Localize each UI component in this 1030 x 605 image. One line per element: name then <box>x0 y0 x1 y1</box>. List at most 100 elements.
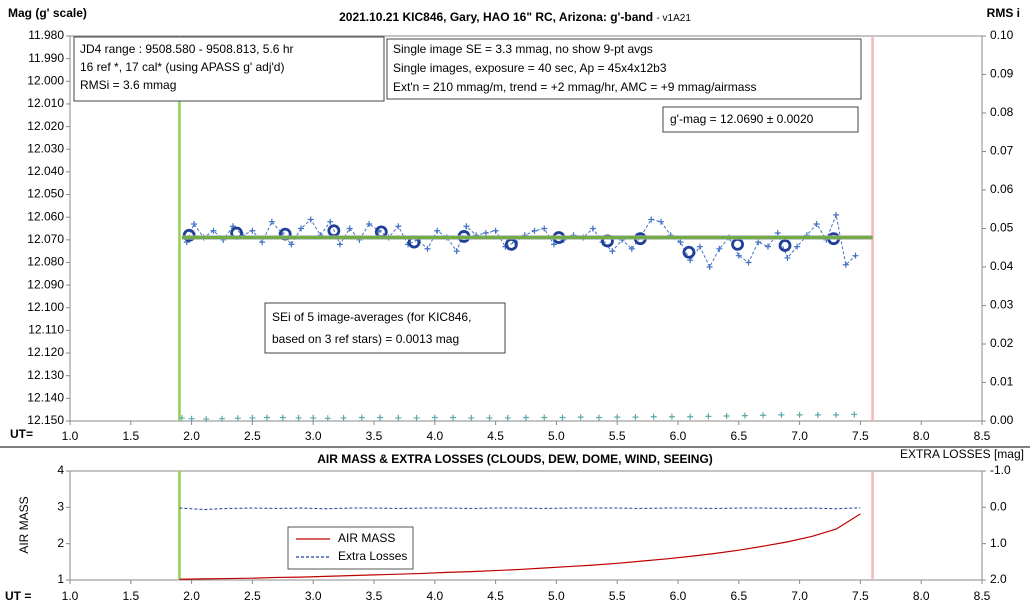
data-point <box>249 414 256 421</box>
annotation-text: 16 ref *, 17 cal* (using APASS g' adj'd) <box>80 60 284 74</box>
data-point <box>434 227 441 234</box>
x-tick-label: 2.0 <box>183 589 200 603</box>
data-point <box>614 414 621 421</box>
data-point <box>852 252 859 259</box>
y-axis-label: Mag (g' scale) <box>8 6 87 20</box>
annotation-text: Single images, exposure = 40 sec, Ap = 4… <box>393 61 667 75</box>
data-point <box>541 414 548 421</box>
y2-tick-label: 1.0 <box>990 536 1007 550</box>
x-tick-label: 6.0 <box>670 589 687 603</box>
annotation-text: based on 3 ref stars) = 0.0013 mag <box>272 332 459 346</box>
annotation-box <box>386 38 862 100</box>
data-point <box>577 414 584 421</box>
data-point <box>377 414 384 421</box>
y-tick-label: 4 <box>57 463 64 477</box>
data-point <box>346 225 353 232</box>
y-tick-label: 12.130 <box>27 368 64 382</box>
y-axis-label: AIR MASS <box>17 496 31 553</box>
data-point <box>609 248 616 255</box>
annotation-text: Ext'n = 210 mmag/m, trend = +2 mmag/hr, … <box>393 80 756 94</box>
data-point <box>366 220 373 227</box>
data-point <box>259 239 266 246</box>
data-point <box>504 414 511 421</box>
y2-tick-label: 0.09 <box>990 67 1014 81</box>
x-tick-label: 8.0 <box>913 589 930 603</box>
y2-tick-label: 0.03 <box>990 298 1014 312</box>
x-tick-label: 2.5 <box>244 429 261 443</box>
data-point <box>450 414 457 421</box>
plot-area <box>69 470 983 581</box>
data-point <box>191 220 198 227</box>
data-point <box>796 411 803 418</box>
data-point <box>395 223 402 230</box>
y-tick-label: 12.070 <box>27 232 64 246</box>
x-axis-label: UT= <box>10 427 33 441</box>
x-tick-label: 7.5 <box>852 589 869 603</box>
y-tick-label: 12.100 <box>27 300 64 314</box>
data-point <box>745 259 752 266</box>
data-point <box>268 218 275 225</box>
data-point <box>336 241 343 248</box>
data-point <box>851 411 858 418</box>
x-tick-label: 8.5 <box>974 429 991 443</box>
data-point <box>668 413 675 420</box>
x-tick-label: 6.0 <box>670 429 687 443</box>
data-point <box>774 230 781 237</box>
x-tick-label: 8.0 <box>913 429 930 443</box>
y-tick-label: 12.000 <box>27 73 64 87</box>
y2-tick-label: 2.0 <box>990 572 1007 586</box>
data-point <box>358 414 365 421</box>
data-point <box>523 414 529 421</box>
y2-axis-label: RMS i <box>987 6 1020 20</box>
data-point <box>755 239 762 246</box>
y-tick-label: 12.060 <box>27 209 64 223</box>
data-point <box>486 414 493 421</box>
data-point <box>559 414 566 421</box>
legend-box <box>287 526 414 570</box>
data-point <box>628 245 635 252</box>
annotation-box <box>264 302 506 354</box>
y-tick-label: 12.140 <box>27 391 64 405</box>
data-point <box>327 218 334 225</box>
data-point <box>219 415 225 422</box>
data-point <box>764 243 771 250</box>
data-point <box>682 245 696 259</box>
data-point <box>833 211 840 218</box>
y2-tick-label: 0.01 <box>990 375 1014 389</box>
data-point <box>595 414 602 421</box>
data-point <box>482 230 489 237</box>
data-point <box>706 264 713 270</box>
data-point <box>295 414 302 421</box>
data-point <box>657 218 664 225</box>
x-tick-label: 5.0 <box>548 589 565 603</box>
data-point <box>833 411 840 418</box>
y2-tick-label: -1.0 <box>990 463 1011 477</box>
data-point <box>794 243 801 250</box>
y2-tick-label: 0.0 <box>990 500 1007 514</box>
x-axis-label: UT = <box>5 589 31 603</box>
data-point <box>716 245 723 252</box>
data-point <box>741 412 748 419</box>
data-point <box>178 414 185 421</box>
chart-title: 2021.10.21 KIC846, Gary, HAO 16" RC, Ari… <box>339 10 691 24</box>
y2-tick-label: 0.02 <box>990 336 1014 350</box>
y2-tick-label: 0.07 <box>990 144 1014 158</box>
data-point <box>288 241 295 248</box>
data-point <box>249 227 256 234</box>
x-tick-label: 8.5 <box>974 589 991 603</box>
data-point <box>263 414 270 421</box>
x-tick-label: 2.0 <box>183 429 200 443</box>
data-point <box>705 413 712 420</box>
x-tick-label: 7.0 <box>791 589 808 603</box>
data-point <box>188 415 195 422</box>
x-tick-label: 4.0 <box>426 429 443 443</box>
subtitle: - v1A21 <box>656 13 691 24</box>
x-tick-label: 5.5 <box>609 429 626 443</box>
x-tick-label: 5.0 <box>548 429 565 443</box>
data-point <box>687 413 694 420</box>
y-tick-label: 12.020 <box>27 119 64 133</box>
data-point <box>310 414 317 421</box>
data-point <box>307 216 314 223</box>
title-text: 2021.10.21 KIC846, Gary, HAO 16" RC, Ari… <box>339 10 653 24</box>
y-tick-label: 12.150 <box>27 413 64 427</box>
